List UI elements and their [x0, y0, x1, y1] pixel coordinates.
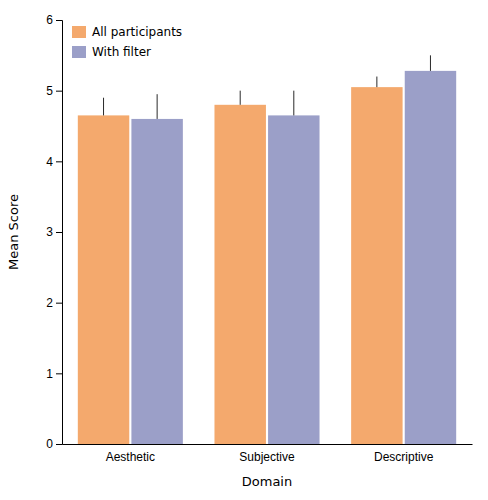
- error-bar: [376, 77, 377, 88]
- legend-label: All participants: [92, 25, 182, 39]
- y-tick-label: 4: [46, 155, 53, 169]
- error-bar: [157, 94, 158, 119]
- y-tick-mark: [56, 91, 62, 92]
- x-tick-label: Descriptive: [374, 450, 434, 464]
- y-axis-line: [56, 21, 63, 445]
- y-tick-label: 6: [46, 13, 53, 27]
- marks: [78, 55, 456, 444]
- bar: [78, 115, 129, 444]
- y-tick: 4: [46, 155, 62, 169]
- y-tick-mark: [56, 303, 62, 304]
- y-tick-mark: [56, 20, 62, 21]
- x-axis-line: [63, 444, 473, 445]
- y-tick: 0: [46, 437, 62, 451]
- bar: [214, 105, 265, 444]
- x-tick: Subjective: [239, 450, 295, 464]
- y-tick-label: 3: [46, 225, 53, 239]
- y-tick-label: 2: [46, 296, 53, 310]
- y-tick-mark: [56, 161, 62, 162]
- bar: [131, 119, 182, 444]
- bar: [268, 115, 319, 444]
- y-tick-mark: [56, 232, 62, 233]
- legend-item: With filter: [72, 45, 151, 59]
- bar: [405, 71, 456, 444]
- series: [78, 77, 403, 444]
- x-axis: Aesthetic Subjective Descriptive: [63, 445, 473, 464]
- y-tick-mark: [56, 373, 62, 374]
- x-axis-title: Domain: [242, 474, 292, 489]
- x-tick-label: Subjective: [239, 450, 295, 464]
- legend: All participants With filter: [72, 25, 182, 59]
- y-tick: 1: [46, 367, 62, 381]
- error-bar: [293, 91, 294, 116]
- y-axis: 0 1 2 3 4 5 6: [46, 13, 62, 451]
- error-bar: [240, 91, 241, 105]
- y-tick: 5: [46, 84, 62, 98]
- bar: [351, 87, 402, 444]
- y-tick: 3: [46, 225, 62, 239]
- x-tick: Aesthetic: [106, 450, 155, 464]
- y-tick-mark: [56, 444, 62, 445]
- y-tick-label: 5: [46, 84, 53, 98]
- legend-swatch: [72, 26, 86, 38]
- legend-swatch: [72, 46, 86, 58]
- x-tick-label: Aesthetic: [106, 450, 155, 464]
- legend-label: With filter: [92, 45, 151, 59]
- y-axis-title: Mean Score: [6, 194, 21, 270]
- y-tick-label: 1: [46, 367, 53, 381]
- error-bar: [103, 98, 104, 116]
- y-tick: 2: [46, 296, 62, 310]
- plot: 0 1 2 3 4 5 6 Aesthetic Subjective Descriptive All…: [46, 13, 472, 463]
- x-tick: Descriptive: [374, 450, 434, 464]
- y-tick-label: 0: [46, 437, 53, 451]
- chart: 0 1 2 3 4 5 6 Aesthetic Subjective Descriptive All…: [0, 0, 488, 500]
- y-tick: 6: [46, 13, 62, 27]
- series: [131, 55, 456, 444]
- error-bar: [430, 55, 431, 71]
- legend-item: All participants: [72, 25, 182, 39]
